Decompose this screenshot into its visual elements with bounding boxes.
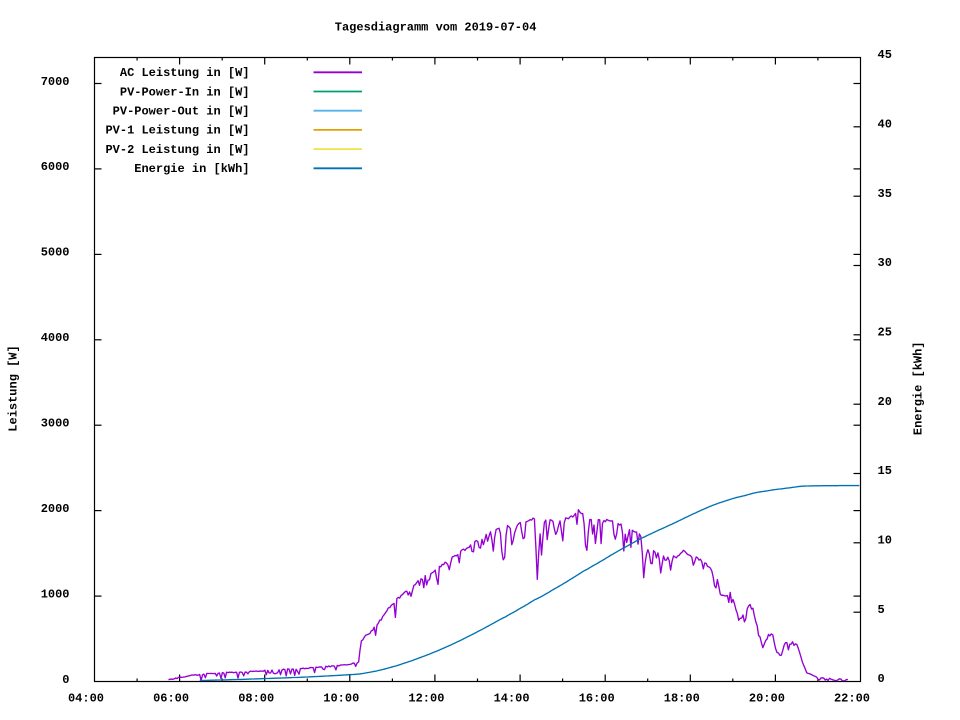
svg-text:Tagesdiagramm vom 2019-07-04: Tagesdiagramm vom 2019-07-04 xyxy=(335,21,537,35)
svg-text:16:00: 16:00 xyxy=(579,692,615,706)
svg-text:4000: 4000 xyxy=(41,331,70,345)
svg-text:3000: 3000 xyxy=(41,417,70,431)
svg-text:5: 5 xyxy=(878,603,885,617)
svg-text:10: 10 xyxy=(878,534,892,548)
svg-text:PV-1 Leistung in [W]: PV-1 Leistung in [W] xyxy=(105,124,249,138)
svg-text:30: 30 xyxy=(878,256,892,270)
svg-text:0: 0 xyxy=(62,673,69,687)
svg-text:12:00: 12:00 xyxy=(408,692,444,706)
svg-text:0: 0 xyxy=(878,672,885,686)
svg-text:7000: 7000 xyxy=(41,75,70,89)
svg-text:15: 15 xyxy=(878,464,892,478)
svg-text:20:00: 20:00 xyxy=(749,692,785,706)
svg-text:25: 25 xyxy=(878,326,892,340)
svg-text:Energie in [kWh]: Energie in [kWh] xyxy=(134,162,249,176)
svg-text:AC Leistung in [W]: AC Leistung in [W] xyxy=(120,66,250,80)
svg-text:14:00: 14:00 xyxy=(494,692,530,706)
svg-text:06:00: 06:00 xyxy=(153,692,189,706)
svg-text:2000: 2000 xyxy=(41,502,70,516)
svg-text:6000: 6000 xyxy=(41,160,70,174)
svg-text:22:00: 22:00 xyxy=(834,692,870,706)
svg-text:5000: 5000 xyxy=(41,246,70,260)
svg-text:20: 20 xyxy=(878,395,892,409)
svg-text:10:00: 10:00 xyxy=(323,692,359,706)
svg-text:Leistung [W]: Leistung [W] xyxy=(7,345,21,431)
svg-text:45: 45 xyxy=(878,48,892,62)
svg-text:1000: 1000 xyxy=(41,587,70,601)
svg-text:35: 35 xyxy=(878,187,892,201)
svg-text:Energie [kWh]: Energie [kWh] xyxy=(912,341,926,435)
svg-text:PV-2 Leistung in [W]: PV-2 Leistung in [W] xyxy=(105,143,249,157)
svg-text:PV-Power-Out in [W]: PV-Power-Out in [W] xyxy=(113,105,250,119)
svg-text:18:00: 18:00 xyxy=(664,692,700,706)
svg-text:PV-Power-In in [W]: PV-Power-In in [W] xyxy=(120,85,250,99)
svg-text:40: 40 xyxy=(878,118,892,132)
svg-text:04:00: 04:00 xyxy=(68,692,104,706)
svg-text:08:00: 08:00 xyxy=(238,692,274,706)
